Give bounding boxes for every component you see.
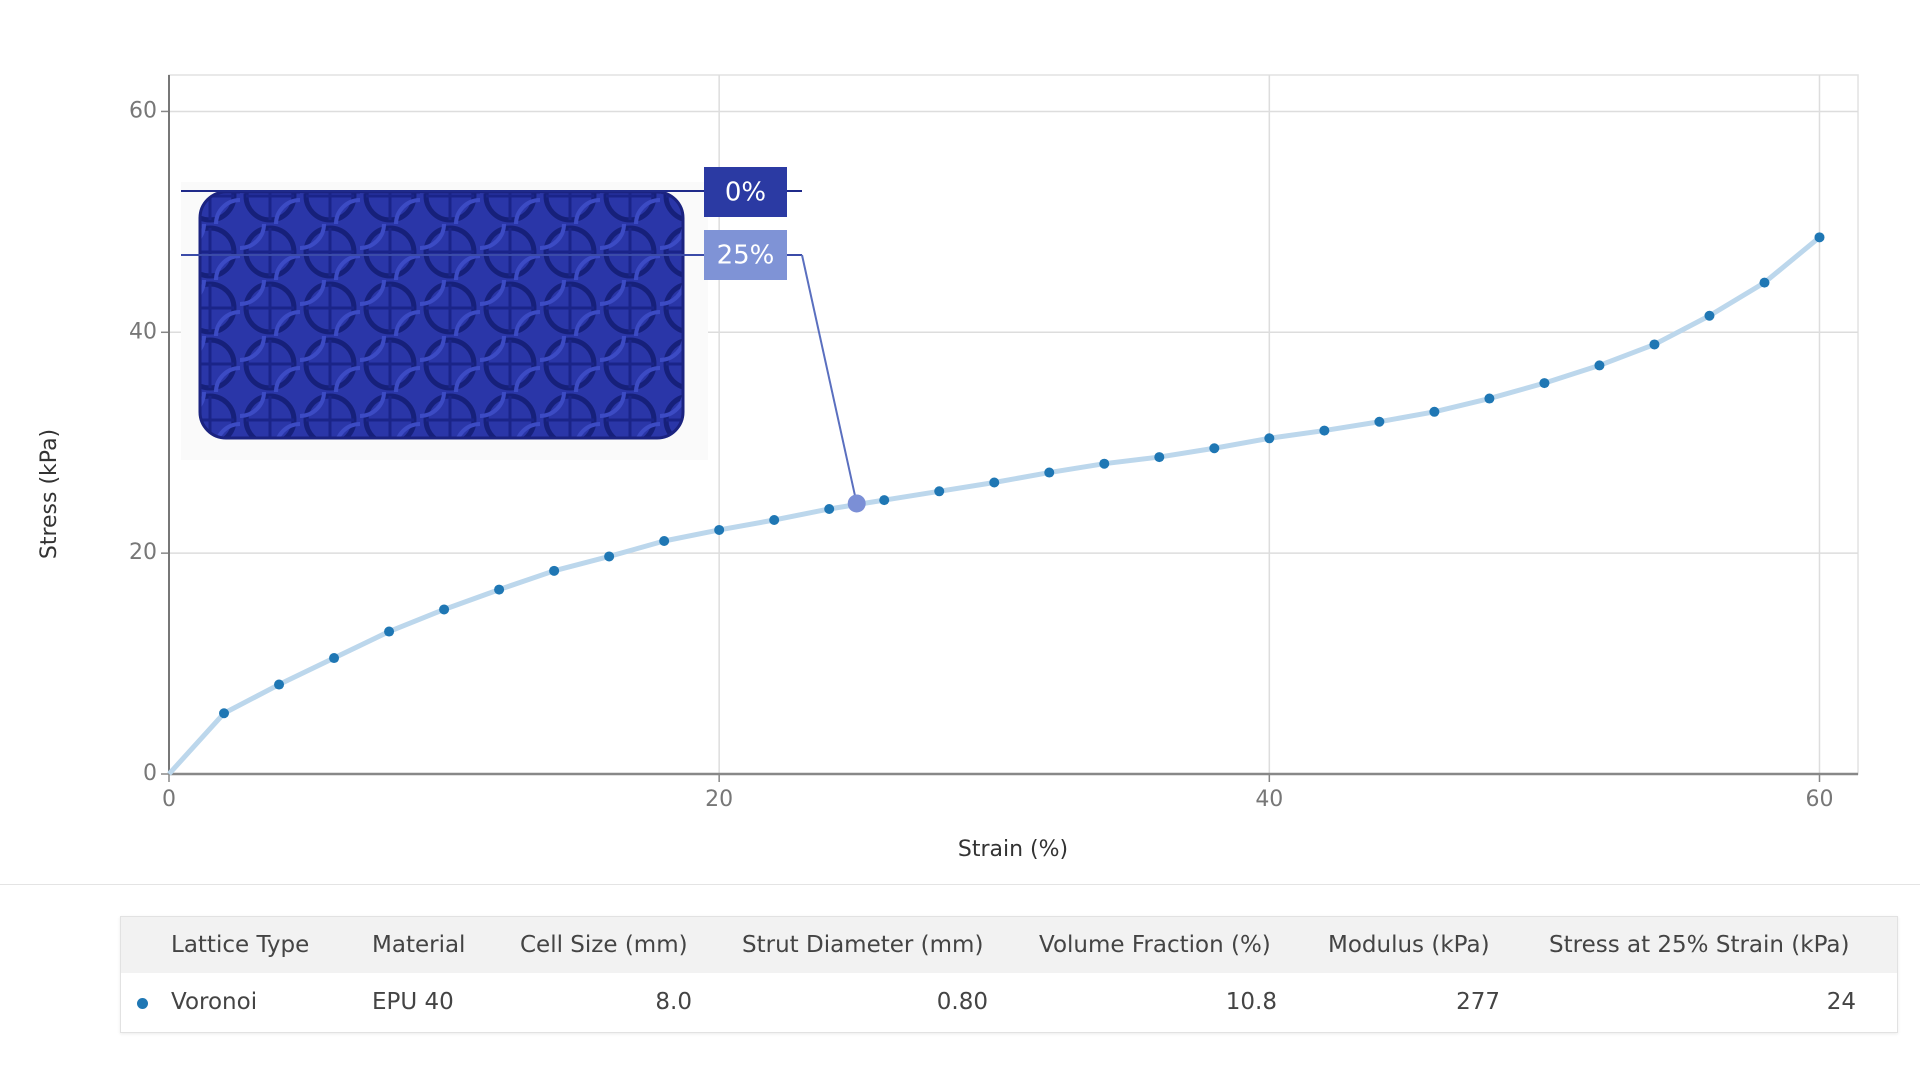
y-tick-label: 40 xyxy=(129,319,157,344)
data-point xyxy=(714,524,725,535)
data-point xyxy=(549,565,560,576)
data-point xyxy=(1484,393,1495,404)
lattice-sample xyxy=(198,190,685,440)
table-cell: 8.0 xyxy=(655,989,692,1015)
table-cell: Voronoi xyxy=(171,989,258,1015)
table-cell: 0.80 xyxy=(936,989,988,1015)
x-tick-label: 60 xyxy=(1805,787,1833,812)
series-dot xyxy=(137,998,148,1009)
y-tick-label: 60 xyxy=(129,98,157,123)
column-header: Modulus (kPa) xyxy=(1328,932,1490,958)
column-header: Stress at 25% Strain (kPa) xyxy=(1549,932,1850,958)
data-point xyxy=(879,495,890,506)
annotation-box xyxy=(704,167,787,217)
data-point xyxy=(824,503,835,514)
data-point xyxy=(329,653,340,664)
data-table: Lattice Type Material Cell Size (mm) Str… xyxy=(120,916,1898,1033)
annotation-label: 0% xyxy=(725,178,766,208)
data-point xyxy=(1264,433,1275,444)
data-point xyxy=(1429,406,1440,417)
table-cell: 24 xyxy=(1826,989,1856,1015)
data-point xyxy=(1649,339,1660,350)
callout-line xyxy=(801,254,858,504)
data-point xyxy=(274,679,285,690)
table-header xyxy=(121,917,1897,973)
x-tick-label: 40 xyxy=(1255,787,1283,812)
column-header: Strut Diameter (mm) xyxy=(742,932,984,958)
data-point xyxy=(1154,452,1165,463)
column-header: Material xyxy=(372,932,466,958)
data-point xyxy=(1704,310,1715,321)
data-point xyxy=(494,584,505,595)
data-point xyxy=(1209,443,1220,454)
annotation-box xyxy=(704,230,787,280)
data-point xyxy=(1044,467,1055,478)
table-cell: EPU 40 xyxy=(372,989,454,1015)
data-point xyxy=(384,626,395,637)
data-point xyxy=(439,604,450,615)
y-tick-label: 0 xyxy=(143,761,157,786)
data-point xyxy=(1319,425,1330,436)
x-tick-label: 20 xyxy=(705,787,733,812)
y-tick-label: 20 xyxy=(129,540,157,565)
data-point xyxy=(1374,416,1385,427)
data-point xyxy=(659,536,670,546)
data-point xyxy=(1759,277,1770,288)
highlight-point xyxy=(847,494,866,513)
chart: Strain (%) Stress (kPa) 0 20 40 60 0 20 40 60 0… xyxy=(37,74,1859,862)
data-point xyxy=(1539,378,1550,389)
table-cell: 277 xyxy=(1456,989,1500,1015)
column-header: Volume Fraction (%) xyxy=(1039,932,1271,958)
data-point xyxy=(1594,360,1605,371)
x-tick-label: 0 xyxy=(162,787,176,812)
data-point xyxy=(219,708,230,719)
column-header: Cell Size (mm) xyxy=(520,932,688,958)
data-point xyxy=(1814,232,1825,243)
lattice-overlay xyxy=(181,182,802,460)
x-axis-label: Strain (%) xyxy=(958,837,1068,862)
data-point xyxy=(604,551,615,562)
annotation-label: 25% xyxy=(717,241,775,271)
column-header: Lattice Type xyxy=(171,932,310,958)
data-point xyxy=(769,515,780,526)
separator xyxy=(0,884,1920,885)
data-point xyxy=(1099,458,1110,469)
y-axis-label: Stress (kPa) xyxy=(37,429,62,559)
table-cell: 10.8 xyxy=(1225,989,1277,1015)
data-point xyxy=(934,486,945,497)
data-point xyxy=(989,477,1000,488)
